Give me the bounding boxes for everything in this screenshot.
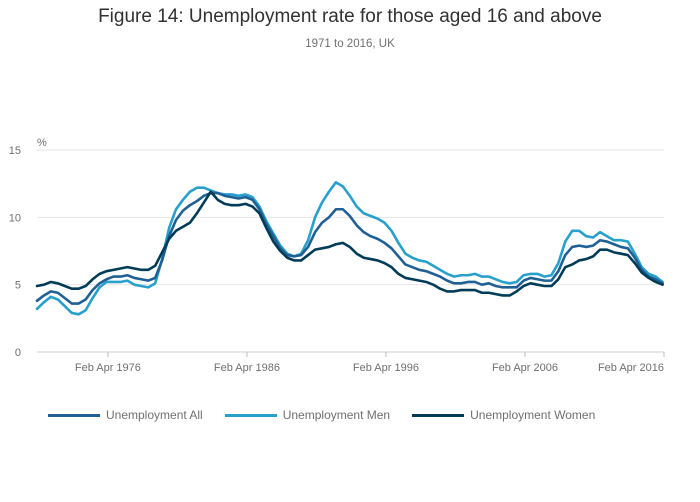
series-line-unemployment-all[interactable]	[35, 191, 664, 305]
x-tick-label: Feb Apr 2016	[598, 362, 664, 374]
legend-swatch	[224, 413, 277, 417]
x-tick-label: Feb Apr 1976	[75, 362, 141, 374]
legend-swatch	[48, 413, 100, 417]
axes: % 0 5 10 15 Feb Apr 1976 Feb Apr 1986 Feb Apr …	[9, 137, 665, 374]
legend-swatch	[412, 413, 465, 417]
x-tick-label: Feb Apr 1996	[353, 362, 419, 374]
x-tick-label: Feb Apr 1986	[214, 362, 280, 374]
legend-label: Unemployment All	[106, 408, 203, 422]
series-line-unemployment-women[interactable]	[35, 190, 664, 297]
chart-subtitle: 1971 to 2016, UK	[305, 38, 395, 50]
legend-item-unemployment-women[interactable]: Unemployment Women	[412, 408, 595, 422]
legend-label: Unemployment Men	[282, 408, 391, 422]
legend-item-unemployment-all[interactable]: Unemployment All	[48, 408, 203, 422]
legend-label: Unemployment Women	[470, 408, 596, 422]
y-tick-label: 10	[9, 212, 21, 224]
legend: Unemployment All Unemployment Men Unemploy…	[48, 408, 617, 422]
y-tick-label: 0	[15, 347, 21, 359]
y-axis-label: %	[37, 137, 47, 149]
series-line-unemployment-men[interactable]	[35, 181, 664, 316]
legend-item-unemployment-men[interactable]: Unemployment Men	[224, 408, 391, 422]
y-tick-label: 5	[15, 280, 21, 292]
x-tick-label: Feb Apr 2006	[492, 362, 558, 374]
chart-title: Figure 14: Unemployment rate for those a…	[98, 6, 602, 27]
y-tick-label: 15	[9, 145, 21, 157]
series-lines	[35, 181, 664, 316]
